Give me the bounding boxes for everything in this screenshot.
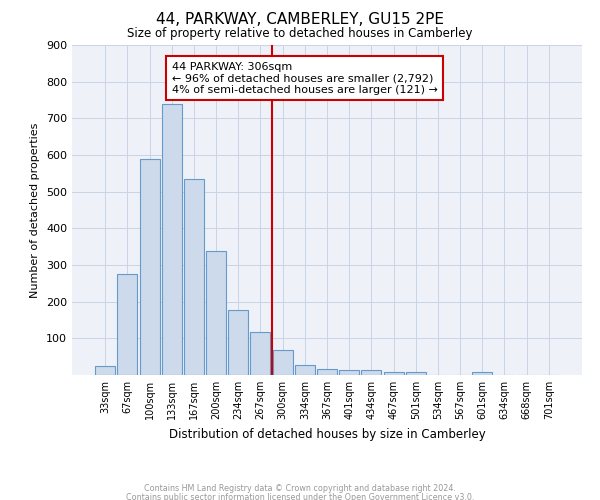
- Bar: [272, 350, 293, 375]
- Bar: [361, 370, 382, 375]
- Bar: [250, 332, 271, 375]
- Bar: [228, 310, 248, 375]
- Text: Size of property relative to detached houses in Camberley: Size of property relative to detached ho…: [127, 28, 473, 40]
- Bar: [472, 372, 492, 375]
- Bar: [383, 372, 404, 375]
- Text: 44 PARKWAY: 306sqm
← 96% of detached houses are smaller (2,792)
4% of semi-detac: 44 PARKWAY: 306sqm ← 96% of detached hou…: [172, 62, 437, 94]
- Text: 44, PARKWAY, CAMBERLEY, GU15 2PE: 44, PARKWAY, CAMBERLEY, GU15 2PE: [156, 12, 444, 28]
- Bar: [295, 365, 315, 375]
- Bar: [162, 104, 182, 375]
- X-axis label: Distribution of detached houses by size in Camberley: Distribution of detached houses by size …: [169, 428, 485, 440]
- Text: Contains public sector information licensed under the Open Government Licence v3: Contains public sector information licen…: [126, 492, 474, 500]
- Bar: [95, 366, 115, 375]
- Bar: [406, 372, 426, 375]
- Y-axis label: Number of detached properties: Number of detached properties: [31, 122, 40, 298]
- Bar: [339, 370, 359, 375]
- Bar: [317, 369, 337, 375]
- Bar: [140, 158, 160, 375]
- Bar: [118, 274, 137, 375]
- Text: Contains HM Land Registry data © Crown copyright and database right 2024.: Contains HM Land Registry data © Crown c…: [144, 484, 456, 493]
- Bar: [184, 179, 204, 375]
- Bar: [206, 251, 226, 375]
